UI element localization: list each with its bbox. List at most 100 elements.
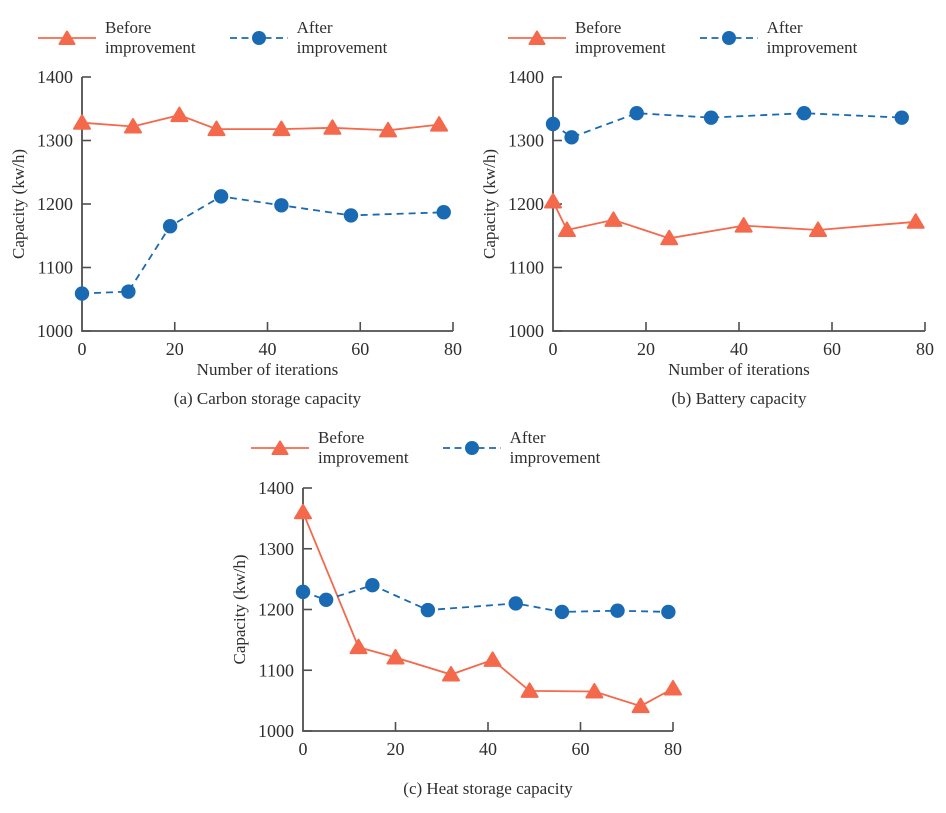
y-tick-label: 1400 (258, 478, 294, 498)
legend-item-after: After improvement (442, 428, 601, 468)
triangle-marker (442, 666, 460, 682)
series-after-improvement (295, 578, 676, 620)
chart-carbon-storage-capacity: Before improvement After improvement 100… (8, 10, 466, 415)
triangle-marker (544, 192, 562, 209)
y-tick-label: 1300 (258, 539, 294, 559)
x-tick-label: 80 (916, 339, 934, 359)
y-tick-label: 1400 (37, 67, 73, 87)
circle-marker (796, 105, 812, 121)
circle-marker (545, 116, 561, 132)
triangle-marker (520, 682, 539, 698)
y-tick-label: 1200 (37, 194, 73, 214)
legend-item-before: Before improvement (508, 18, 666, 58)
chart-heat-storage-capacity: Before improvement After improvement 100… (223, 422, 695, 807)
x-tick-label: 60 (351, 339, 369, 359)
series-after-improvement (545, 105, 909, 145)
y-tick-label: 1300 (37, 131, 73, 151)
legend-label-after: After improvement (766, 18, 858, 57)
chart-caption: (a) Carbon storage capacity (173, 389, 362, 408)
circle-marker (213, 189, 229, 204)
legend-item-after: After improvement (699, 18, 858, 58)
circle-dashed-line-marker-icon (229, 31, 288, 45)
plot-area-heat-storage: 1000 1100 1200 1300 1400 0 20 40 60 80 Capacity (k… (230, 478, 682, 759)
axes: 1000 1100 1200 1300 1400 0 20 40 60 80 (37, 67, 462, 359)
triangle-marker (664, 679, 682, 696)
series-before-improvement (294, 503, 682, 714)
legend-label-after: After improvement (509, 428, 601, 467)
y-tick-label: 1100 (259, 660, 294, 680)
triangle-marker (906, 213, 925, 229)
triangle-marker (809, 221, 828, 238)
triangle-marker (734, 217, 753, 233)
triangle-marker (272, 120, 291, 137)
triangle-solid-line-marker-icon (508, 30, 566, 45)
x-tick-label: 0 (78, 339, 87, 359)
chart-caption: (b) Battery capacity (671, 389, 807, 408)
y-axis-title: Capacity (kw/h) (480, 149, 499, 259)
y-tick-label: 1300 (508, 131, 544, 151)
triangle-marker (323, 119, 342, 135)
circle-marker (508, 596, 523, 611)
series-before-improvement (544, 192, 925, 246)
circle-marker (564, 130, 579, 145)
triangle-marker (207, 120, 226, 137)
triangle-marker (430, 116, 449, 132)
circle-marker (610, 603, 625, 618)
x-tick-label: 40 (730, 339, 748, 359)
y-tick-label: 1000 (258, 721, 294, 741)
y-axis-title: Capacity (kw/h) (230, 555, 249, 665)
y-tick-label: 1400 (508, 67, 544, 87)
series-before-improvement (73, 106, 449, 138)
circle-marker (74, 286, 90, 301)
x-tick-label: 60 (823, 339, 841, 359)
triangle-marker (483, 651, 502, 667)
circle-marker (894, 110, 909, 125)
chart-battery-capacity: Before improvement After improvement 100… (478, 10, 938, 415)
circle-marker (703, 110, 719, 125)
x-tick-label: 40 (259, 339, 277, 359)
y-tick-label: 1100 (509, 258, 544, 278)
legend-label-before: Before improvement (318, 428, 409, 467)
triangle-marker (557, 221, 576, 238)
circle-marker (629, 105, 644, 121)
x-tick-label: 20 (166, 339, 184, 359)
circle-marker (554, 604, 570, 620)
triangle-marker (349, 638, 368, 655)
circle-marker (318, 592, 334, 607)
y-tick-label: 1000 (508, 321, 544, 341)
chart-caption: (c) Heat storage capacity (403, 779, 573, 798)
x-axis-title: Number of iterations (668, 360, 810, 379)
circle-dashed-line-marker-icon (442, 441, 501, 455)
legend: Before improvement After improvement (38, 18, 387, 58)
triangle-marker (604, 211, 623, 227)
circle-marker (436, 205, 451, 220)
triangle-marker (294, 503, 312, 520)
legend-item-after: After improvement (229, 18, 388, 58)
triangle-marker (631, 697, 650, 714)
y-tick-label: 1200 (508, 194, 544, 214)
axes: 1000 1100 1200 1300 1400 0 20 40 60 80 (508, 67, 934, 359)
plot-area-carbon-storage: 1000 1100 1200 1300 1400 0 20 40 60 80 Capacity (k… (9, 67, 462, 359)
triangle-solid-line-marker-icon (38, 30, 96, 45)
legend-label-after: After improvement (296, 18, 388, 57)
triangle-marker (585, 683, 604, 699)
triangle-marker (124, 118, 143, 134)
y-tick-label: 1000 (37, 321, 73, 341)
triangle-marker (73, 114, 91, 130)
circle-marker (121, 284, 136, 299)
circle-marker (274, 198, 289, 213)
triangle-solid-line-marker-icon (251, 440, 309, 455)
circle-marker (343, 208, 359, 223)
circle-marker (420, 602, 436, 618)
legend-label-before: Before improvement (575, 18, 666, 57)
x-tick-label: 0 (299, 739, 308, 759)
x-tick-label: 0 (549, 339, 558, 359)
y-tick-label: 1200 (258, 600, 294, 620)
circle-marker (162, 219, 178, 234)
circle-marker (661, 604, 676, 620)
x-tick-label: 20 (387, 739, 405, 759)
legend-label-before: Before improvement (105, 18, 196, 57)
series-after-improvement (74, 189, 451, 301)
plot-area-battery: 1000 1100 1200 1300 1400 0 20 40 60 80 Capacity (k… (480, 67, 934, 359)
